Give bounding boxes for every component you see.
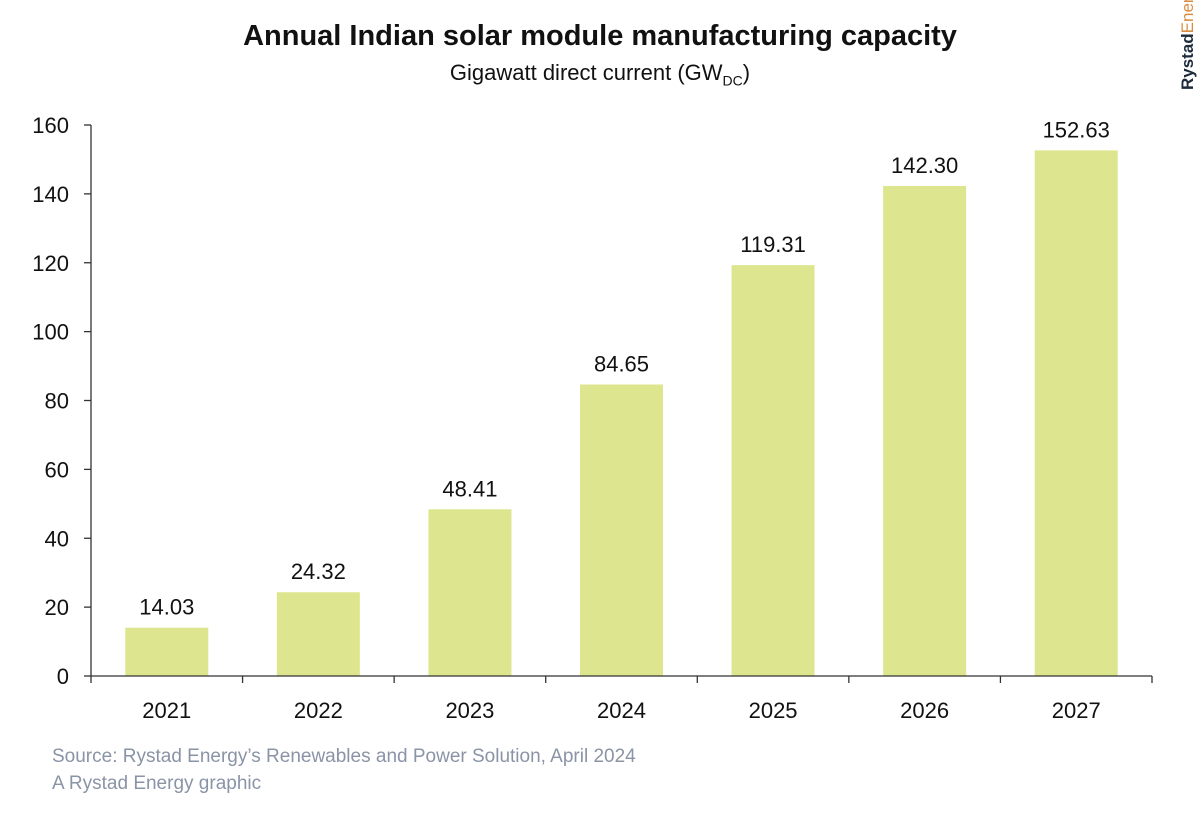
y-tick-label-100: 100	[32, 320, 69, 345]
bar-2024	[580, 384, 663, 676]
bar-2027	[1034, 150, 1118, 676]
data-label-2023: 48.41	[442, 476, 497, 501]
y-tick-label-0: 0	[57, 664, 69, 689]
bar-2023	[428, 509, 512, 676]
data-label-2027: 152.63	[1043, 117, 1110, 142]
chart-title: Annual Indian solar module manufacturing…	[243, 20, 957, 52]
data-label-2021: 14.03	[139, 595, 194, 620]
x-tick-label-2025: 2025	[749, 698, 798, 723]
y-tick-label-120: 120	[32, 251, 69, 276]
y-tick-label-140: 140	[32, 182, 69, 207]
bar-2025	[731, 265, 815, 676]
source-note: Source: Rystad Energy’s Renewables and P…	[52, 746, 636, 767]
x-tick-label-2021: 2021	[142, 698, 191, 723]
data-label-2026: 142.30	[891, 153, 958, 178]
subtitle-end: )	[742, 60, 751, 85]
y-tick-label-20: 20	[45, 595, 69, 620]
x-tick-label-2027: 2027	[1052, 698, 1101, 723]
y-tick-label-40: 40	[45, 526, 69, 551]
y-tick-label-160: 160	[32, 113, 69, 138]
x-tick-label-2026: 2026	[900, 698, 949, 723]
data-label-2025: 119.31	[740, 232, 806, 257]
y-tick-label-60: 60	[45, 457, 69, 482]
bar-2022	[276, 592, 360, 676]
bar-2026	[883, 185, 967, 676]
x-tick-label-2022: 2022	[294, 698, 343, 723]
chart-subtitle: Gigawatt direct current (GWDC)	[0, 60, 1200, 88]
subtitle-subscript: DC	[722, 72, 743, 89]
credit-note: A Rystad Energy graphic	[52, 773, 262, 794]
x-tick-label-2023: 2023	[445, 698, 494, 723]
bar-2021	[125, 627, 209, 676]
data-label-2022: 24.32	[291, 559, 346, 584]
x-tick-label-2024: 2024	[597, 698, 646, 723]
data-label-2024: 84.65	[594, 351, 649, 376]
subtitle-text: Gigawatt direct current (GW	[449, 60, 723, 85]
y-tick-label-80: 80	[45, 389, 69, 414]
